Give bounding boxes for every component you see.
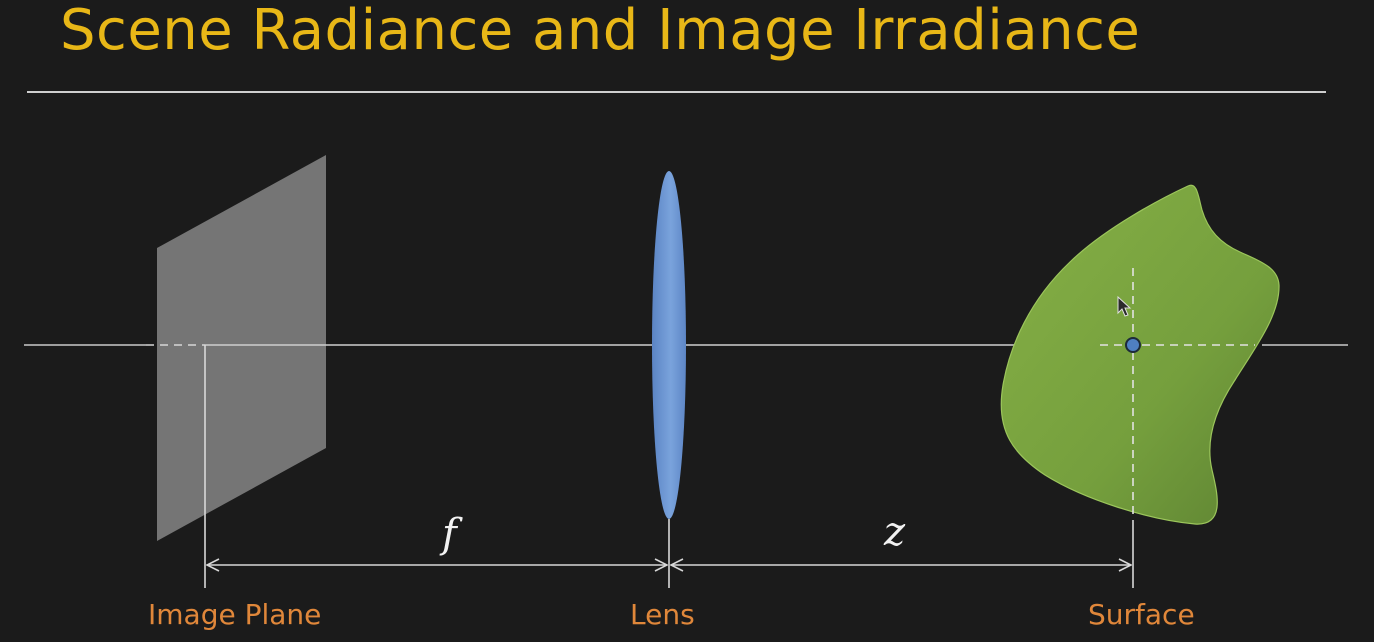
image-plane-label: Image Plane [148, 598, 322, 631]
title-divider [27, 91, 1326, 93]
slide-title: Scene Radiance and Image Irradiance [60, 0, 1141, 63]
surface-shape [1000, 184, 1280, 525]
mouse-pointer-icon [1117, 295, 1132, 317]
focal-length-symbol: f [442, 511, 457, 557]
surface-label: Surface [1088, 598, 1195, 631]
lens-label: Lens [630, 598, 695, 631]
lens-shape [652, 171, 686, 519]
image-plane [157, 155, 326, 541]
depth-symbol: z [884, 509, 906, 555]
scene-point [1125, 337, 1141, 353]
